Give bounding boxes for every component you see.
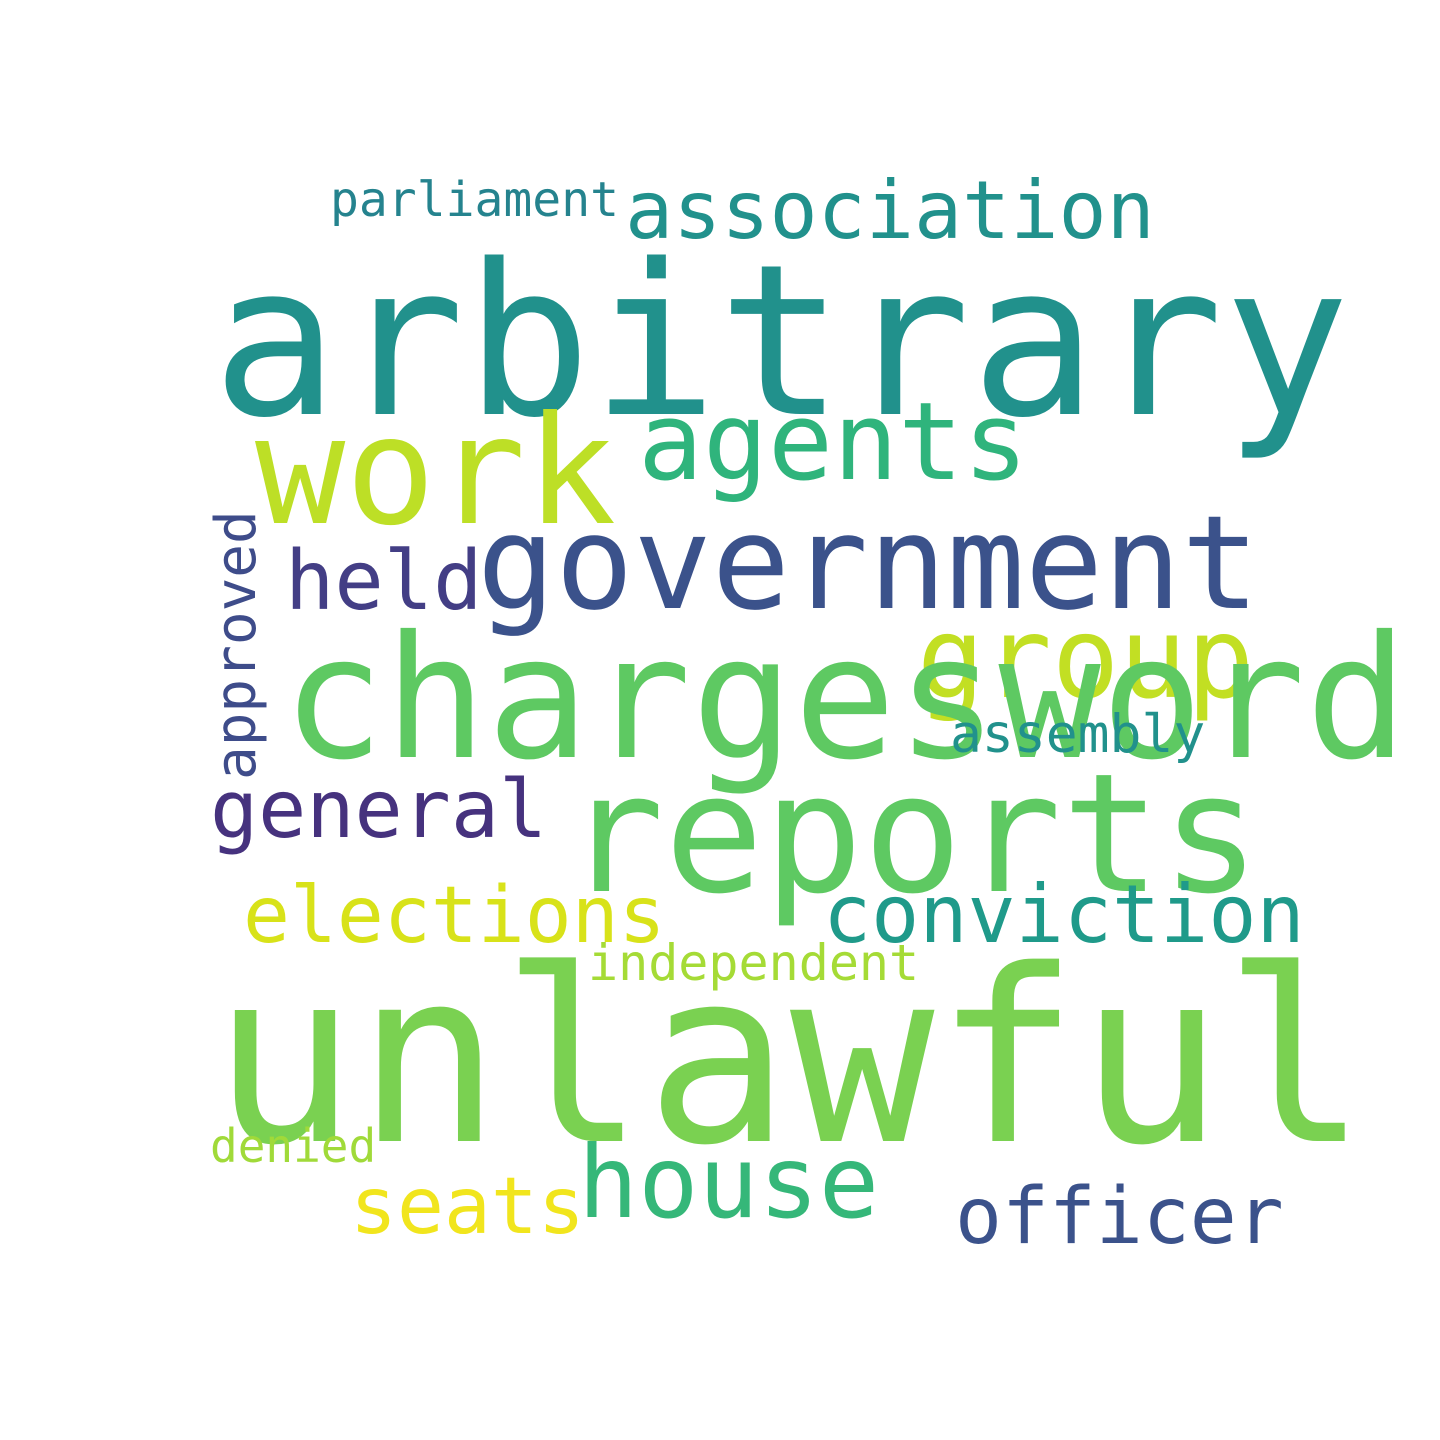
word-work: work xyxy=(255,385,617,559)
word-agents: agents xyxy=(638,380,1029,505)
word-group: group xyxy=(917,594,1255,724)
word-assembly: assembly xyxy=(950,704,1206,765)
word-officer: officer xyxy=(955,1172,1284,1262)
word-seats: seats xyxy=(350,1162,585,1252)
word-independent: independent xyxy=(588,934,920,992)
word-held: held xyxy=(285,534,483,629)
word-parliament: parliament xyxy=(330,172,619,228)
word-government: government xyxy=(477,487,1260,639)
word-denied: denied xyxy=(210,1119,377,1173)
word-chargesword: chargesword xyxy=(282,600,1408,798)
word-elections: elections xyxy=(243,871,666,961)
word-association: association xyxy=(625,164,1155,257)
word-arbitrary: arbitrary xyxy=(212,219,1350,464)
word-unlawful: unlawful xyxy=(212,918,1368,1198)
word-approved: approved xyxy=(204,510,269,780)
word-general: general xyxy=(210,763,548,856)
word-reports: reports xyxy=(565,738,1261,930)
word-house: house xyxy=(578,1124,880,1241)
word-conviction: conviction xyxy=(823,868,1305,961)
